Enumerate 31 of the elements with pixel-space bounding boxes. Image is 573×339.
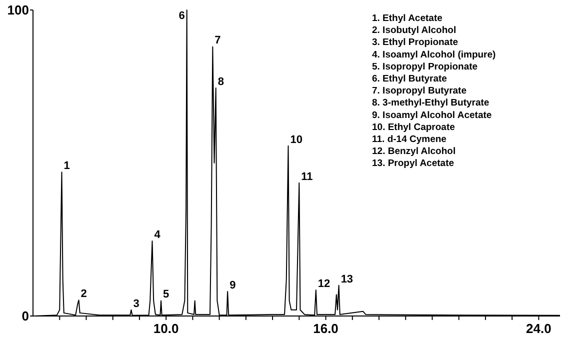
y-tick-label: 100 bbox=[7, 2, 29, 18]
annotation: 13 bbox=[340, 273, 354, 286]
x-tick-label: 24.0 bbox=[526, 321, 552, 336]
annotation: 6. Ethyl Butyrate bbox=[372, 74, 447, 84]
x-tick-label: 16.0 bbox=[313, 321, 338, 336]
annotation: 3. Ethyl Propionate bbox=[372, 37, 458, 48]
annotation: 1 bbox=[64, 160, 70, 172]
annotation: 11. d-14 Cymene bbox=[372, 134, 446, 145]
annotation: 1. Ethyl Acetate bbox=[372, 13, 442, 24]
annotation: 8 bbox=[218, 76, 224, 88]
annotation: 6 bbox=[178, 10, 185, 22]
annotation: 12. Benzyl Alcohol bbox=[372, 146, 456, 158]
annotation: 13. Propyl Acetate bbox=[372, 158, 454, 170]
annotation: 5. Isopropyl Propionate bbox=[372, 61, 478, 72]
annotation: 2. Isobutyl Alcohol bbox=[372, 25, 456, 36]
annotation: 11 bbox=[301, 170, 313, 183]
annotation: 3 bbox=[133, 298, 140, 310]
annotation: 9 bbox=[230, 280, 236, 292]
x-tick-label: 10.0 bbox=[153, 321, 179, 336]
annotation: 12 bbox=[318, 278, 330, 290]
annotation: 9. Isoamyl Alcohol Acetate bbox=[372, 110, 492, 121]
annotation: 10 bbox=[290, 134, 302, 146]
annotation: 10. Ethyl Caproate bbox=[372, 122, 455, 133]
y-tick-label: 0 bbox=[22, 308, 29, 324]
annotation: 7 bbox=[214, 34, 221, 47]
annotation: 5 bbox=[163, 288, 170, 301]
annotation: 4. Isoamyl Alcohol (impure) bbox=[372, 49, 496, 60]
annotation: 8. 3-methyl-Ethyl Butyrate bbox=[372, 98, 490, 109]
annotation: 2 bbox=[80, 288, 87, 300]
annotation: 7. Isopropyl Butyrate bbox=[372, 86, 466, 97]
annotation: 4 bbox=[154, 229, 162, 242]
